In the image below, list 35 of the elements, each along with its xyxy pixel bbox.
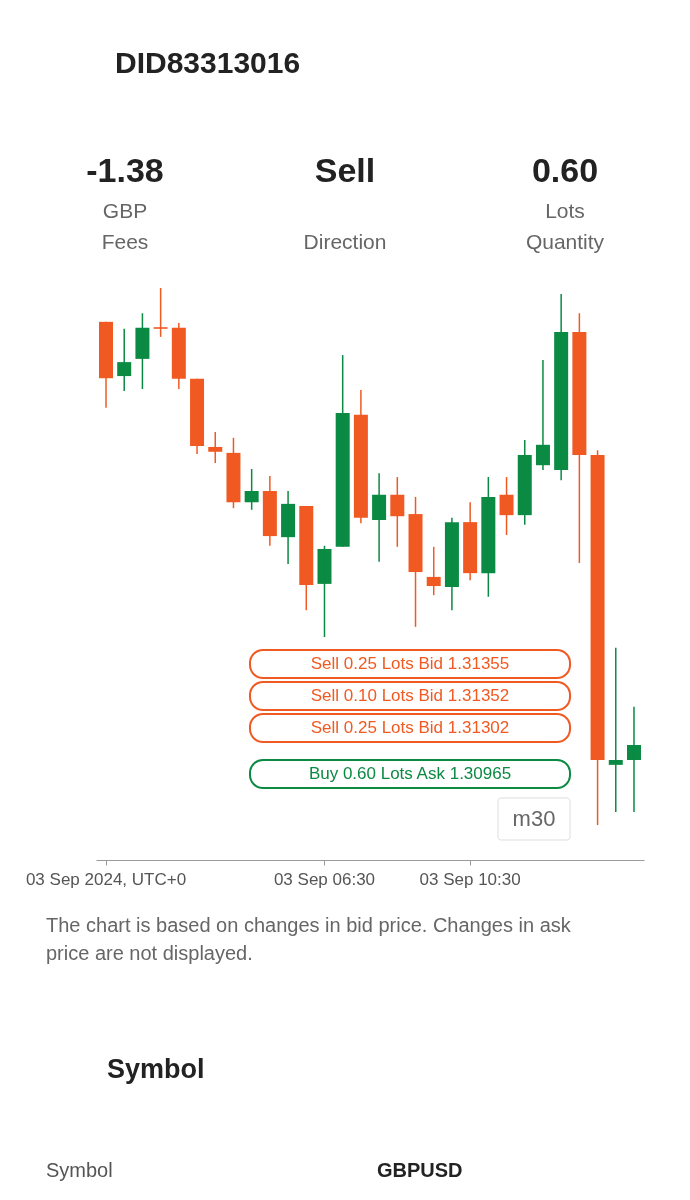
text: 0.60	[531, 151, 599, 189]
candlestick	[135, 312, 150, 390]
candlestick	[153, 287, 168, 338]
text: Fees	[101, 230, 149, 253]
candlestick	[408, 496, 423, 628]
text: Symbol	[107, 1054, 205, 1084]
candlestick	[335, 354, 350, 548]
text: Direction	[303, 230, 387, 253]
text: GBP	[102, 199, 148, 222]
candlestick	[426, 546, 441, 596]
annotation: Buy 0.60 Lots Ask 1.30965	[308, 764, 512, 783]
annotation: Sell 0.25 Lots Bid 1.31355	[310, 654, 510, 673]
x-tick-label: 03 Sep 06:30	[273, 869, 376, 889]
text: Lots	[545, 199, 585, 222]
text: Symbol	[46, 1159, 113, 1181]
candlestick	[244, 468, 259, 511]
candlestick	[299, 505, 314, 611]
x-tick-label: 03 Sep 10:30	[419, 869, 521, 889]
text: Sell	[314, 151, 376, 189]
candlestick	[590, 449, 605, 826]
text: The chart is based on changes in bid price. Changes in ask price are not displayed.	[46, 914, 572, 964]
candlestick	[317, 545, 332, 638]
annotation: Sell 0.25 Lots Bid 1.31302	[310, 718, 510, 737]
annotation: m30	[512, 806, 556, 831]
candlestick	[572, 312, 587, 564]
x-tick-label: 03 Sep 2024, UTC+0	[25, 869, 187, 889]
chart-title: DID83313016	[115, 46, 301, 79]
candlestick	[481, 476, 496, 598]
text: -1.38	[86, 151, 164, 189]
candlestick	[390, 476, 405, 548]
candlestick	[226, 437, 241, 509]
candlestick	[499, 476, 514, 536]
text: GBPUSD	[377, 1159, 463, 1181]
text: Quantity	[525, 230, 605, 253]
annotation: Sell 0.10 Lots Bid 1.31352	[310, 686, 510, 705]
